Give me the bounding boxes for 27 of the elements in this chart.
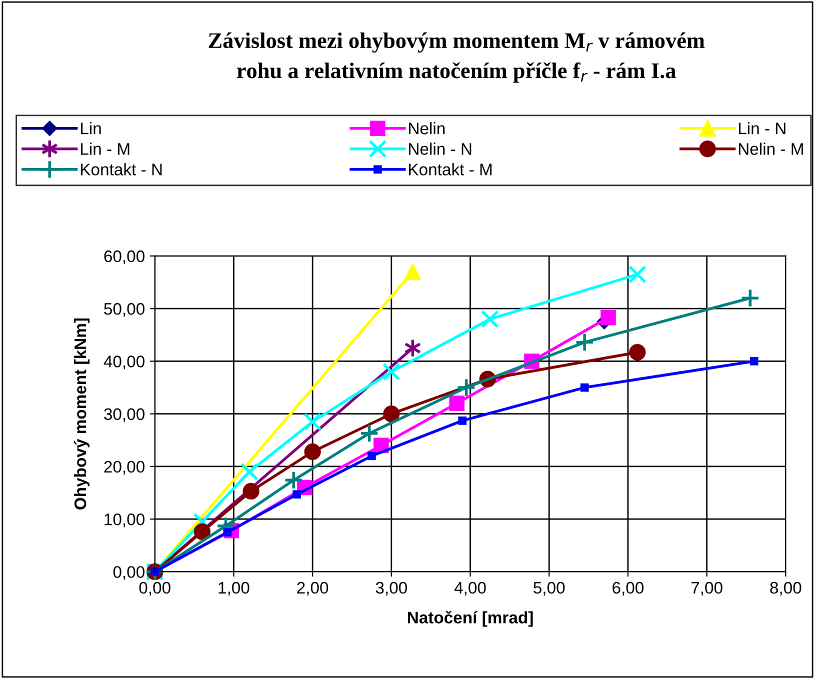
legend-label: Lin - N [738, 122, 786, 134]
x-tick-label: 0,00 [139, 582, 170, 596]
legend-label: Nelin [409, 122, 445, 134]
x-tick-label: 8,00 [770, 582, 802, 596]
chart-title: Závislost mezi ohybovým momentem M$_{r}$ v rámovém rohu a relativním natočením příčle f$_{r}$ - rám I.a [208, 32, 705, 83]
x-tick-label: 3,00 [376, 582, 407, 596]
x-tick-label: 1,00 [218, 582, 250, 596]
y-tick-label: 40,00 [104, 356, 144, 370]
x-tick-label: 4,00 [454, 582, 486, 596]
legend-label: Kontakt - N [81, 163, 162, 176]
y-tick-label: 20,00 [104, 460, 144, 475]
y-tick-label: 60,00 [104, 250, 144, 264]
legend-label: Kontakt - M [409, 163, 492, 176]
x-tick-label: 6,00 [612, 582, 644, 596]
x-tick-label: 7,00 [691, 582, 722, 596]
legend-label: Lin - M [81, 142, 130, 155]
y-tick-label: 30,00 [104, 408, 144, 422]
x-tick-label: 2,00 [297, 582, 328, 596]
y-tick-label: 10,00 [104, 513, 144, 528]
x-axis-title: Natočení [mrad] [408, 610, 533, 627]
legend-label: Nelin - M [738, 142, 803, 155]
y-tick-label: 0,00 [113, 566, 144, 580]
legend-label: Nelin - N [409, 142, 472, 155]
legend-label: Lin [81, 122, 101, 134]
y-axis-title: Ohybový moment [kNm] [74, 318, 90, 510]
x-tick-label: 5,00 [534, 582, 565, 596]
y-tick-label: 50,00 [104, 303, 144, 317]
